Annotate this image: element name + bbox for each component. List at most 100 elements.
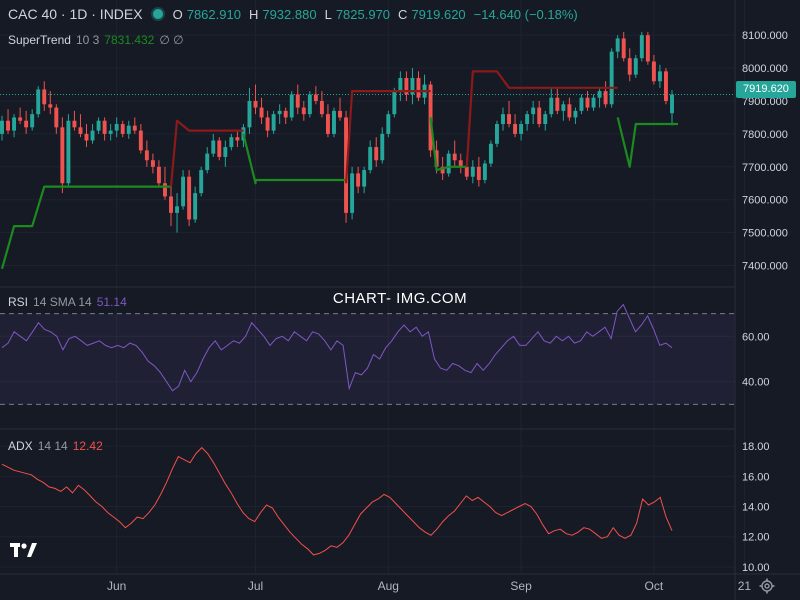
candle-body (531, 108, 535, 115)
candle-body (217, 140, 221, 156)
candle-body (670, 95, 674, 114)
candle (290, 91, 294, 121)
candle-body (24, 121, 28, 128)
candle-body (362, 170, 366, 186)
candle-body (12, 117, 16, 130)
candle-body (525, 114, 529, 124)
candle-body (592, 98, 596, 108)
candle-body (417, 78, 421, 98)
candle-body (97, 121, 101, 131)
candle-body (211, 140, 215, 153)
candle-body (350, 173, 354, 212)
candle-body (36, 89, 40, 114)
candle-body (483, 164, 487, 180)
candle-body (302, 108, 306, 115)
candle-body (272, 114, 276, 130)
candle-body (121, 124, 125, 134)
candle-body (537, 108, 541, 124)
candle-body (604, 91, 608, 104)
candle-body (235, 137, 239, 140)
symbol-header: CAC 40 · 1D · INDEX O 7862.910 H 7932.880 … (8, 6, 582, 22)
candle-body (229, 137, 233, 147)
candle-body (332, 111, 336, 134)
price-tick-label: 8100.000 (742, 30, 788, 42)
candle (350, 167, 354, 220)
candle (332, 108, 336, 138)
time-tick-label: 21 (738, 579, 752, 593)
time-tick-label: Oct (645, 579, 664, 593)
price-tick-label: 7700.000 (742, 162, 788, 174)
candle-body (60, 127, 64, 183)
candle-body (652, 61, 656, 81)
supertrend-params: 10 3 (76, 33, 99, 47)
candle (199, 167, 203, 197)
last-price-tag: 7919.620 (736, 81, 796, 98)
adx-legend[interactable]: ADX 14 14 12.42 (8, 439, 103, 453)
candle-body (356, 173, 360, 186)
candle-body (368, 147, 372, 170)
candle-body (338, 111, 342, 118)
adx-name: ADX (8, 439, 33, 453)
symbol-title[interactable]: CAC 40 · 1D · INDEX (8, 6, 143, 22)
candle-body (175, 206, 179, 213)
candle-body (115, 124, 119, 131)
high-label: H (249, 7, 258, 22)
rsi-band-fill (0, 314, 735, 405)
candle-body (91, 131, 95, 141)
candle-body (567, 104, 571, 117)
close-label: C (398, 7, 407, 22)
gear-icon[interactable] (759, 578, 775, 594)
candle (610, 48, 614, 107)
candle-body (205, 154, 209, 170)
close-value: 7919.620 (411, 7, 465, 22)
candle-body (181, 177, 185, 207)
candle-body (223, 147, 227, 157)
candle-body (0, 121, 4, 134)
candle-body (501, 114, 505, 124)
high-value: 7932.880 (262, 7, 316, 22)
rsi-tick-label: 40.00 (742, 377, 770, 389)
candle-body (139, 131, 143, 151)
supertrend-value: 7831.432 (104, 33, 154, 47)
candle-body (471, 167, 475, 177)
candle-body (54, 108, 58, 128)
candle-body (30, 114, 34, 127)
adx-tick-label: 12.00 (742, 532, 770, 544)
candle-body (18, 117, 22, 120)
candle-body (42, 89, 46, 104)
candle-body (555, 98, 559, 111)
candle-body (489, 144, 493, 164)
candle-body (193, 193, 197, 219)
candle-body (622, 38, 626, 58)
supertrend-name: SuperTrend (8, 33, 71, 47)
watermark: CHART- IMG.COM (0, 290, 800, 307)
supertrend-legend[interactable]: SuperTrend 10 3 7831.432 ∅ ∅ (8, 33, 184, 47)
candle-body (646, 35, 650, 61)
candle-body (199, 170, 203, 193)
candle-body (6, 121, 10, 131)
candle (483, 160, 487, 183)
adx-tick-label: 16.00 (742, 471, 770, 483)
candle-body (85, 134, 89, 141)
candle-body (278, 111, 282, 114)
candle (664, 68, 668, 104)
tradingview-logo-icon[interactable] (10, 540, 38, 560)
time-tick-label: Jul (248, 579, 263, 593)
candle-body (386, 114, 390, 134)
rsi-band-background (0, 314, 735, 405)
candle (187, 170, 191, 226)
candle-body (266, 117, 270, 130)
adx-tick-label: 10.00 (742, 562, 770, 574)
candle-body (573, 111, 577, 118)
candle-body (447, 154, 451, 174)
candle (60, 117, 64, 193)
candle-body (48, 104, 52, 107)
market-status-dot-icon (153, 9, 163, 19)
candle-body (145, 150, 149, 160)
time-tick-label: Aug (378, 579, 399, 593)
candle-body (628, 58, 632, 74)
candle (272, 111, 276, 134)
candle-body (610, 52, 614, 105)
candle-body (66, 121, 70, 184)
price-tick-label: 7600.000 (742, 195, 788, 207)
